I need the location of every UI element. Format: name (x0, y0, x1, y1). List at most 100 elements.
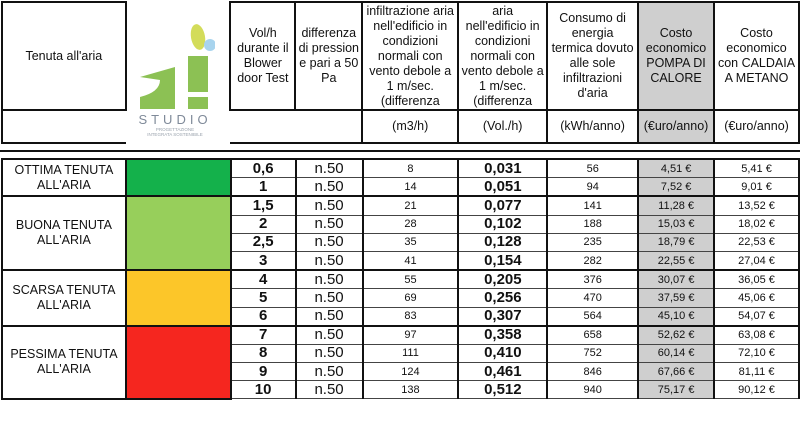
table-row: PESSIMA TENUTA ALL'ARIA 7 n.50 97 0,358 658 52… (1, 324, 800, 400)
cell-vol-h: 0,6 (229, 158, 297, 179)
cell-consumo: 658 (546, 324, 640, 345)
cell-costo-caldaia: 13,52 € (713, 195, 800, 216)
cell-vol-h: 4 (229, 269, 297, 290)
cell-vol-h: 6 (229, 306, 297, 327)
cell-infiltrazione-m3h: 111 (361, 343, 460, 364)
header-table: Tenuta all'aria Vol/h durante il Blower … (1, 1, 800, 144)
group-color-swatch (124, 195, 232, 272)
header-costo-pompa: Costo economico POMPA DI CALORE (637, 1, 715, 111)
cell-infiltrazione-m3h: 124 (361, 362, 460, 382)
cell-consumo: 94 (546, 177, 640, 197)
group-label: SCARSA TENUTA ALL'ARIA (1, 269, 127, 327)
cell-infiltrazione-m3h: 55 (361, 269, 460, 290)
svg-text:PROGETTAZIONE: PROGETTAZIONE (156, 127, 194, 132)
cell-costo-caldaia: 63,08 € (713, 324, 800, 345)
table-row: SCARSA TENUTA ALL'ARIA 4 n.50 55 0,205 376 30,… (1, 269, 800, 327)
units-empty (230, 109, 364, 144)
table-row: 2 n.50 28 0,102 188 15,03 €18,02 € (2, 214, 800, 234)
table-row: 1 n.50 14 0,051 94 7,52 €9,01 € (2, 177, 800, 197)
cell-costo-pompa: 67,66 € (637, 362, 716, 382)
cell-consumo: 188 (546, 214, 640, 234)
table-row: 9 n.50 124 0,461 846 67,66 €81,11 € (2, 362, 800, 382)
cell-costo-pompa: 22,55 € (637, 250, 716, 271)
cell-vol-h: 2,5 (229, 232, 297, 252)
unit-m3h: (m3/h) (361, 109, 460, 144)
cell-costo-pompa: 30,07 € (637, 269, 716, 290)
cell-pressione: n.50 (294, 343, 364, 364)
cell-costo-pompa: 52,62 € (637, 324, 716, 345)
cell-infiltrazione-m3h: 21 (361, 195, 460, 216)
cell-infiltrazione-m3h: 35 (361, 232, 460, 252)
cell-consumo: 940 (546, 380, 640, 400)
table-row: 2,5 n.50 35 0,128 235 18,79 €22,53 € (2, 232, 800, 252)
cell-consumo: 376 (546, 269, 640, 290)
cell-costo-pompa: 37,59 € (637, 288, 716, 308)
cell-pressione: n.50 (294, 269, 364, 290)
cell-costo-caldaia: 81,11 € (713, 362, 800, 382)
cell-infiltrazione-m3h: 8 (361, 158, 460, 179)
cell-pressione: n.50 (294, 195, 364, 216)
cell-consumo: 282 (546, 250, 640, 271)
cell-infiltrazione-volh: 0,031 (457, 158, 549, 179)
cell-consumo: 470 (546, 288, 640, 308)
svg-text:INTEGRATA SOSTENIBILE: INTEGRATA SOSTENIBILE (147, 132, 203, 137)
cell-pressione: n.50 (294, 250, 364, 271)
cell-infiltrazione-volh: 0,077 (457, 195, 549, 216)
cell-infiltrazione-volh: 0,256 (457, 288, 549, 308)
cell-consumo: 235 (546, 232, 640, 252)
cell-infiltrazione-m3h: 28 (361, 214, 460, 234)
group-color-swatch (124, 157, 232, 198)
cell-consumo: 752 (546, 343, 640, 364)
cell-costo-pompa: 60,14 € (637, 343, 716, 364)
cell-infiltrazione-m3h: 41 (361, 250, 460, 271)
group-label: OTTIMA TENUTA ALL'ARIA (1, 157, 127, 198)
cell-costo-caldaia: 9,01 € (713, 177, 800, 197)
unit-kwh: (kWh/anno) (546, 109, 640, 144)
svg-text:STUDIO: STUDIO (138, 112, 211, 127)
cell-costo-caldaia: 22,53 € (713, 232, 800, 252)
data-table: OTTIMA TENUTA ALL'ARIA 0,6 n.50 8 0,031 56 4,5… (1, 157, 800, 400)
unit-euro-caldaia: (€uro/anno) (713, 109, 800, 144)
cell-vol-h: 1 (229, 177, 297, 197)
header-infiltrazione-m3h: infiltrazione aria nell'edificio in cond… (361, 1, 460, 111)
cell-infiltrazione-volh: 0,307 (457, 306, 549, 327)
cell-infiltrazione-volh: 0,128 (457, 232, 549, 252)
header-costo-caldaia: Costo economico con CALDAIA A METANO (713, 1, 800, 111)
cell-infiltrazione-volh: 0,154 (457, 250, 549, 271)
cell-infiltrazione-volh: 0,051 (457, 177, 549, 197)
cell-infiltrazione-m3h: 14 (361, 177, 460, 197)
cell-costo-caldaia: 27,04 € (713, 250, 800, 271)
cell-costo-caldaia: 72,10 € (713, 343, 800, 364)
table-row: OTTIMA TENUTA ALL'ARIA 0,6 n.50 8 0,031 56 4,5… (1, 157, 800, 198)
header-vol-h: Vol/h durante il Blower door Test (229, 1, 297, 111)
units-empty (1, 109, 126, 144)
cell-costo-caldaia: 18,02 € (713, 214, 800, 234)
cell-pressione: n.50 (294, 232, 364, 252)
cell-infiltrazione-m3h: 83 (361, 306, 460, 327)
group-label: BUONA TENUTA ALL'ARIA (1, 195, 127, 272)
cell-costo-pompa: 75,17 € (637, 380, 716, 400)
cell-consumo: 846 (546, 362, 640, 382)
table-row: BUONA TENUTA ALL'ARIA 1,5 n.50 21 0,077 141 11… (1, 195, 800, 272)
cell-vol-h: 1,5 (229, 195, 297, 216)
cell-costo-pompa: 18,79 € (637, 232, 716, 252)
cell-infiltrazione-volh: 0,102 (457, 214, 549, 234)
cell-infiltrazione-volh: 0,461 (457, 362, 549, 382)
cell-pressione: n.50 (294, 362, 364, 382)
header-tenuta: Tenuta all'aria (1, 1, 127, 111)
table-row: 10 n.50 138 0,512 940 75,17 €90,12 € (2, 380, 800, 400)
cell-costo-caldaia: 90,12 € (713, 380, 800, 400)
cell-pressione: n.50 (294, 214, 364, 234)
cell-vol-h: 8 (229, 343, 297, 364)
cell-consumo: 141 (546, 195, 640, 216)
group-color-swatch (124, 324, 232, 400)
cell-costo-pompa: 45,10 € (637, 306, 716, 327)
cell-pressione: n.50 (294, 306, 364, 327)
studio-logo: STUDIO PROGETTAZIONE INTEGRATA SOSTENIBI… (135, 12, 216, 137)
cell-costo-pompa: 11,28 € (637, 195, 716, 216)
cell-consumo: 564 (546, 306, 640, 327)
cell-vol-h: 9 (229, 362, 297, 382)
cell-costo-caldaia: 54,07 € (713, 306, 800, 327)
cell-infiltrazione-m3h: 97 (361, 324, 460, 345)
cell-vol-h: 5 (229, 288, 297, 308)
